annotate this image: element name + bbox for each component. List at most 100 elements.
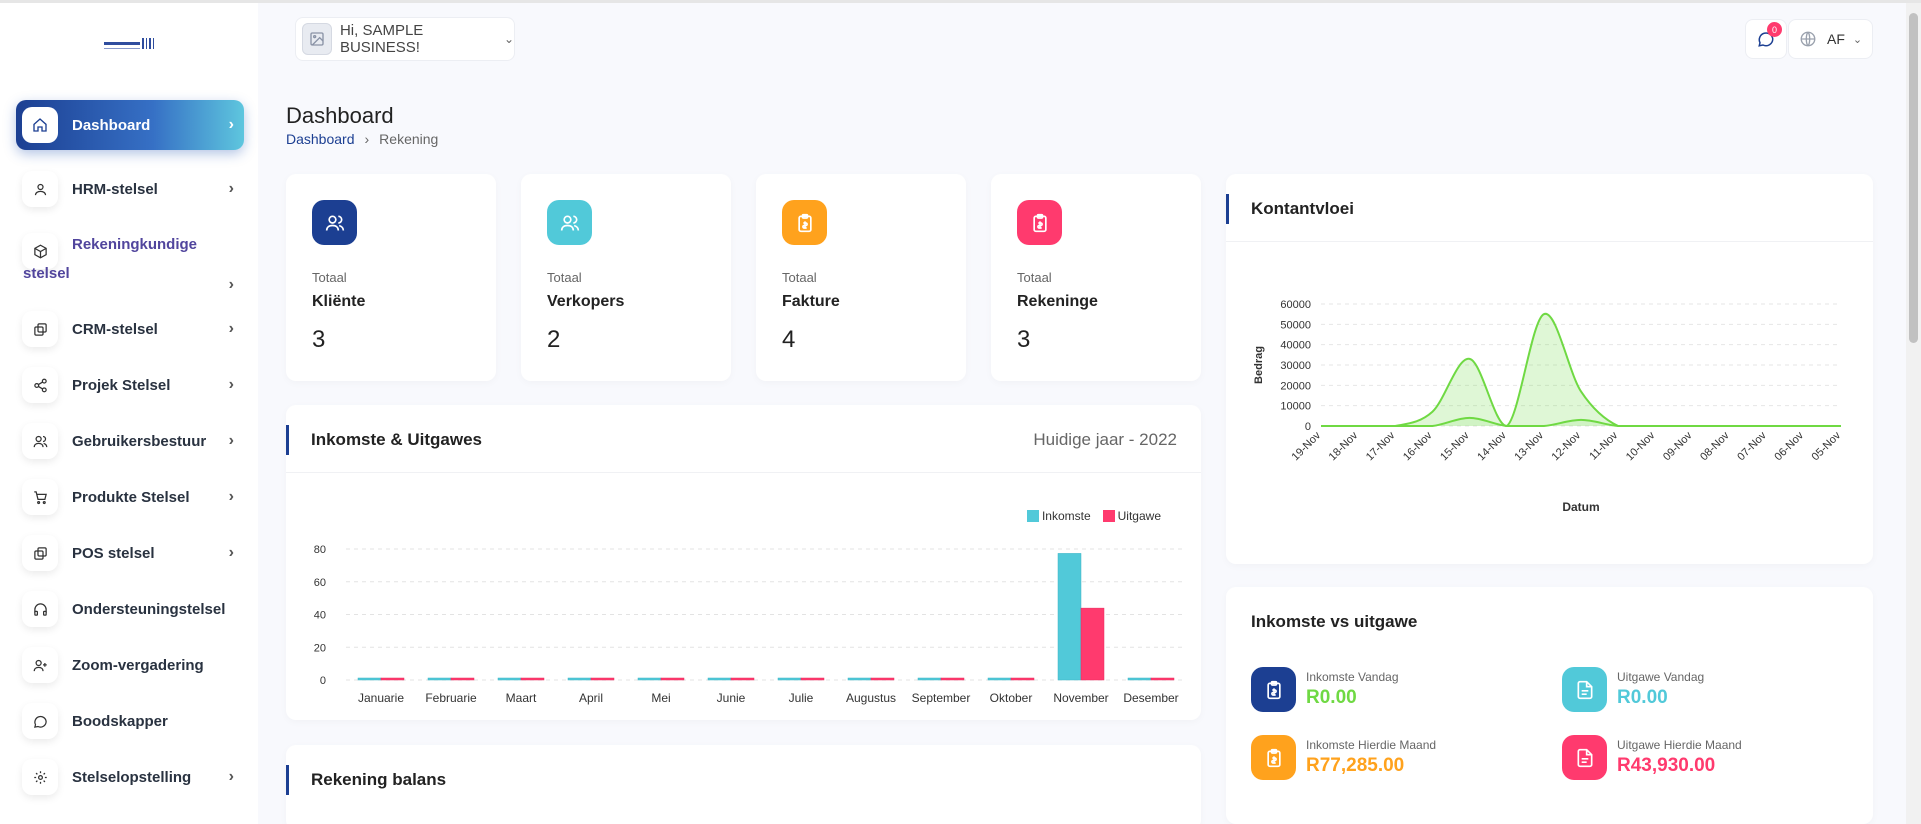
breadcrumb-link-dashboard[interactable]: Dashboard: [286, 131, 355, 147]
stat-value: 4: [782, 326, 796, 353]
top-border: [0, 0, 1921, 3]
x-tick-label: 10-Nov: [1624, 429, 1658, 463]
x-tick-label: Julie: [789, 691, 814, 705]
legend-item-expense[interactable]: Uitgawe: [1102, 509, 1161, 523]
sidebar: Dashboard › HRM-stelsel › Rekeningkundig…: [0, 3, 258, 824]
bar-inkomste: [357, 677, 382, 681]
x-tick-label: 09-Nov: [1661, 429, 1695, 463]
sidebar-item-pos[interactable]: POS stelsel ›: [16, 531, 244, 575]
stat-caption: Totaal: [312, 270, 347, 285]
bar-inkomste: [707, 677, 732, 681]
expense-month-value: R43,930.00: [1617, 755, 1716, 776]
box-icon: [22, 233, 58, 269]
bar-inkomste: [497, 677, 522, 681]
x-axis-label: Datum: [1562, 500, 1599, 514]
legend-swatch: [1102, 510, 1115, 522]
x-tick-label: September: [912, 691, 971, 705]
expense-today: Uitgawe Vandag R0.00: [1562, 667, 1704, 712]
legend-label: Uitgawe: [1117, 509, 1161, 523]
sidebar-item-user-management[interactable]: Gebruikersbestuur ›: [16, 419, 244, 463]
account-balance-card: Rekening balans: [286, 745, 1201, 824]
stat-caption: Totaal: [1017, 270, 1052, 285]
legend-item-income[interactable]: Inkomste: [1026, 509, 1091, 523]
stat-value: 2: [547, 326, 561, 353]
sidebar-item-label: Ondersteuningstelsel: [72, 600, 226, 618]
area-line: [1320, 416, 1841, 427]
expense-today-caption: Uitgawe Vandag: [1617, 670, 1705, 684]
stat-label: Rekeninge: [1017, 293, 1098, 310]
sidebar-item-accounting[interactable]: Rekeningkundige stelsel ›: [16, 225, 244, 299]
area-fill: [1321, 313, 1841, 426]
home-icon: [22, 107, 58, 143]
y-tick-label: 50000: [1280, 319, 1311, 331]
y-tick-label: 80: [314, 544, 326, 556]
x-tick-label: Mei: [651, 691, 670, 705]
sidebar-item-dashboard[interactable]: Dashboard ›: [16, 100, 244, 150]
breadcrumb-current: Rekening: [379, 131, 439, 147]
card-title: Inkomste vs uitgawe: [1251, 612, 1418, 631]
chevron-right-icon: ›: [228, 544, 234, 561]
language-selector[interactable]: AF ⌄: [1788, 19, 1873, 59]
card-title: Kontantvloei: [1251, 199, 1354, 218]
messages-button[interactable]: 0: [1745, 19, 1787, 59]
income-vs-expense-card: Inkomste vs uitgawe Inkomste Vandag R0.0…: [1226, 587, 1873, 824]
income-this-month: Inkomste Hierdie Maand R77,285.00: [1251, 735, 1436, 780]
bar-uitgawe: [870, 677, 895, 681]
sidebar-item-products[interactable]: Produkte Stelsel ›: [16, 475, 244, 519]
message-icon: [22, 703, 58, 739]
x-tick-label: 18-Nov: [1327, 429, 1361, 463]
y-tick-label: 0: [320, 675, 326, 687]
stat-caption: Totaal: [547, 270, 582, 285]
x-tick-label: 06-Nov: [1772, 429, 1806, 463]
sidebar-item-hrm[interactable]: HRM-stelsel ›: [16, 167, 244, 211]
y-tick-label: 60000: [1280, 299, 1311, 311]
chevron-right-icon: ›: [228, 116, 234, 133]
sidebar-item-crm[interactable]: CRM-stelsel ›: [16, 307, 244, 351]
headphones-icon: [22, 591, 58, 627]
x-tick-label: 12-Nov: [1550, 429, 1584, 463]
x-tick-label: Februarie: [425, 691, 477, 705]
x-tick-label: 11-Nov: [1587, 429, 1620, 462]
stat-label: Kliënte: [312, 293, 366, 310]
x-tick-label: 17-Nov: [1364, 429, 1398, 463]
sidebar-item-label: Dashboard: [72, 116, 151, 134]
y-tick-label: 20000: [1280, 380, 1311, 392]
bar-inkomste: [847, 677, 872, 681]
bar-uitgawe: [1150, 677, 1175, 681]
sidebar-item-project[interactable]: Projek Stelsel ›: [16, 363, 244, 407]
users-icon: [22, 423, 58, 459]
sidebar-item-label: Stelselopstelling: [72, 768, 192, 786]
card-header: Inkomste & Uitgawes Huidige jaar - 2022: [286, 405, 1201, 473]
y-tick-label: 10000: [1280, 401, 1311, 413]
bar-inkomste: [567, 677, 592, 681]
page-title: Dashboard: [286, 103, 394, 128]
card-title: Inkomste & Uitgawes: [311, 430, 482, 449]
cashflow-card: Kontantvloei 0 10000 20000 30000 40000 50000 6…: [1226, 174, 1873, 564]
y-axis-label: Bedrag: [1253, 346, 1265, 384]
scrollbar-thumb[interactable]: [1909, 13, 1918, 343]
globe-icon: [1800, 31, 1816, 47]
income-expense-bar-chart: 0 20 40 60 80 Januarie Februarie Maart April Mei J…: [314, 544, 1186, 705]
x-tick-label: 14-Nov: [1475, 429, 1509, 463]
bar-uitgawe: [800, 677, 825, 681]
x-tick-label: Augustus: [846, 691, 896, 705]
bar-uitgawe: [380, 677, 405, 681]
expense-month-caption: Uitgawe Hierdie Maand: [1617, 738, 1742, 752]
stat-card-clients: Totaal Kliënte 3: [286, 174, 496, 381]
bar-inkomste: [1127, 677, 1152, 681]
sidebar-item-label: Produkte Stelsel: [72, 488, 190, 506]
sidebar-item-support[interactable]: Ondersteuningstelsel: [16, 587, 244, 631]
stat-card-invoices: Totaal Fakture 4: [756, 174, 966, 381]
chevron-right-icon: ›: [228, 320, 234, 337]
stat-caption: Totaal: [782, 270, 817, 285]
sidebar-item-zoom[interactable]: Zoom-vergadering: [16, 643, 244, 687]
page-scrollbar[interactable]: [1906, 3, 1921, 824]
sidebar-item-settings[interactable]: Stelselopstelling ›: [16, 755, 244, 799]
sidebar-item-messenger[interactable]: Boodskapper: [16, 699, 244, 743]
bar-uitgawe: [730, 677, 755, 681]
logo-image: [104, 38, 154, 49]
business-menu-button[interactable]: Hi, SAMPLE BUSINESS! ⌄: [295, 17, 515, 61]
x-tick-label: 19-Nov: [1290, 429, 1324, 463]
company-logo[interactable]: [104, 36, 156, 52]
sidebar-item-label: Projek Stelsel: [72, 376, 171, 394]
